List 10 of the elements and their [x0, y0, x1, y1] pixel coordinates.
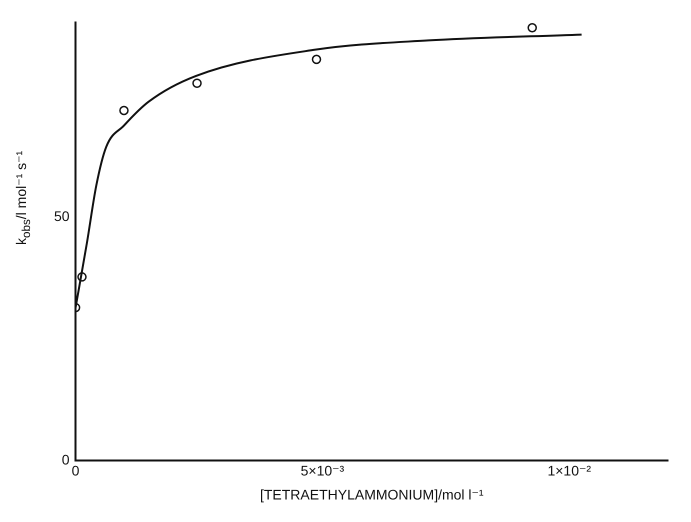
point	[119, 106, 129, 116]
y-tick-label: 50	[54, 208, 70, 224]
x-tick-label: 5×10⁻³	[300, 462, 345, 479]
x-axis-title: [TETRAETHYLAMMONIUM]/mol l⁻¹	[260, 486, 484, 502]
x-tick-label: 0	[72, 462, 80, 479]
x-tick-label: 1×10⁻²	[547, 462, 592, 479]
point	[77, 272, 87, 282]
point	[312, 54, 322, 64]
point	[527, 23, 537, 33]
point	[192, 78, 202, 88]
